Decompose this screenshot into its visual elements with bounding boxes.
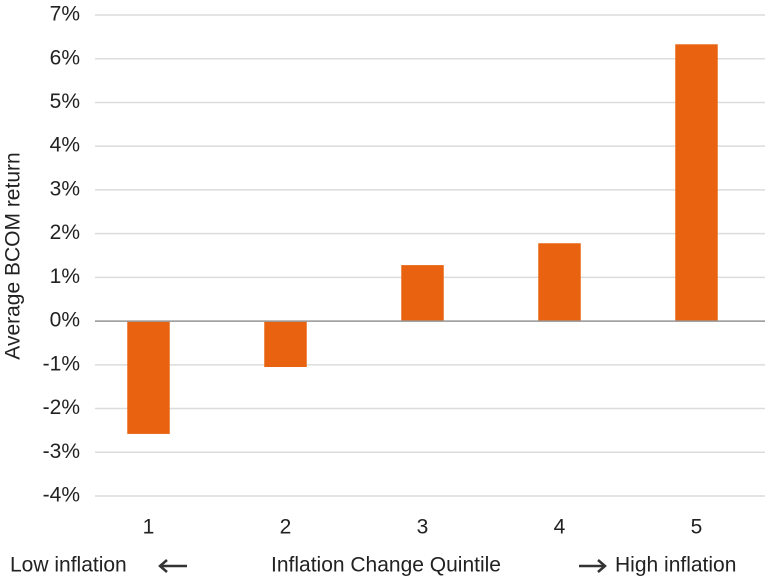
bar bbox=[127, 321, 170, 434]
low-annotation: Low inflation bbox=[10, 554, 127, 577]
y-tick-label: -2% bbox=[43, 396, 80, 419]
x-tick-label: 3 bbox=[417, 516, 429, 539]
x-tick-label: 4 bbox=[554, 516, 566, 539]
y-tick-label: 2% bbox=[50, 221, 80, 244]
x-tick-label: 5 bbox=[691, 516, 703, 539]
y-tick-label: 3% bbox=[50, 177, 80, 200]
high-annotation: High inflation bbox=[615, 554, 736, 577]
bar bbox=[538, 243, 581, 322]
bar bbox=[675, 44, 718, 322]
x-axis-label: Inflation Change Quintile bbox=[271, 554, 501, 577]
y-tick-label: 5% bbox=[50, 90, 80, 113]
y-tick-label: 1% bbox=[50, 265, 80, 288]
y-tick-label: 4% bbox=[50, 134, 80, 157]
y-tick-label: -4% bbox=[43, 484, 80, 507]
bar bbox=[401, 265, 444, 322]
y-tick-label: 7% bbox=[50, 3, 80, 26]
x-tick-label: 2 bbox=[280, 516, 292, 539]
y-tick-label: -1% bbox=[43, 352, 80, 375]
y-axis-label: Average BCOM return bbox=[2, 152, 25, 359]
y-tick-label: 6% bbox=[50, 46, 80, 69]
left-arrow bbox=[158, 559, 187, 573]
right-arrow bbox=[579, 559, 607, 573]
y-tick-label: -3% bbox=[43, 440, 80, 463]
x-tick-label: 1 bbox=[143, 516, 155, 539]
y-tick-label: 0% bbox=[50, 309, 80, 332]
bar bbox=[264, 321, 307, 368]
